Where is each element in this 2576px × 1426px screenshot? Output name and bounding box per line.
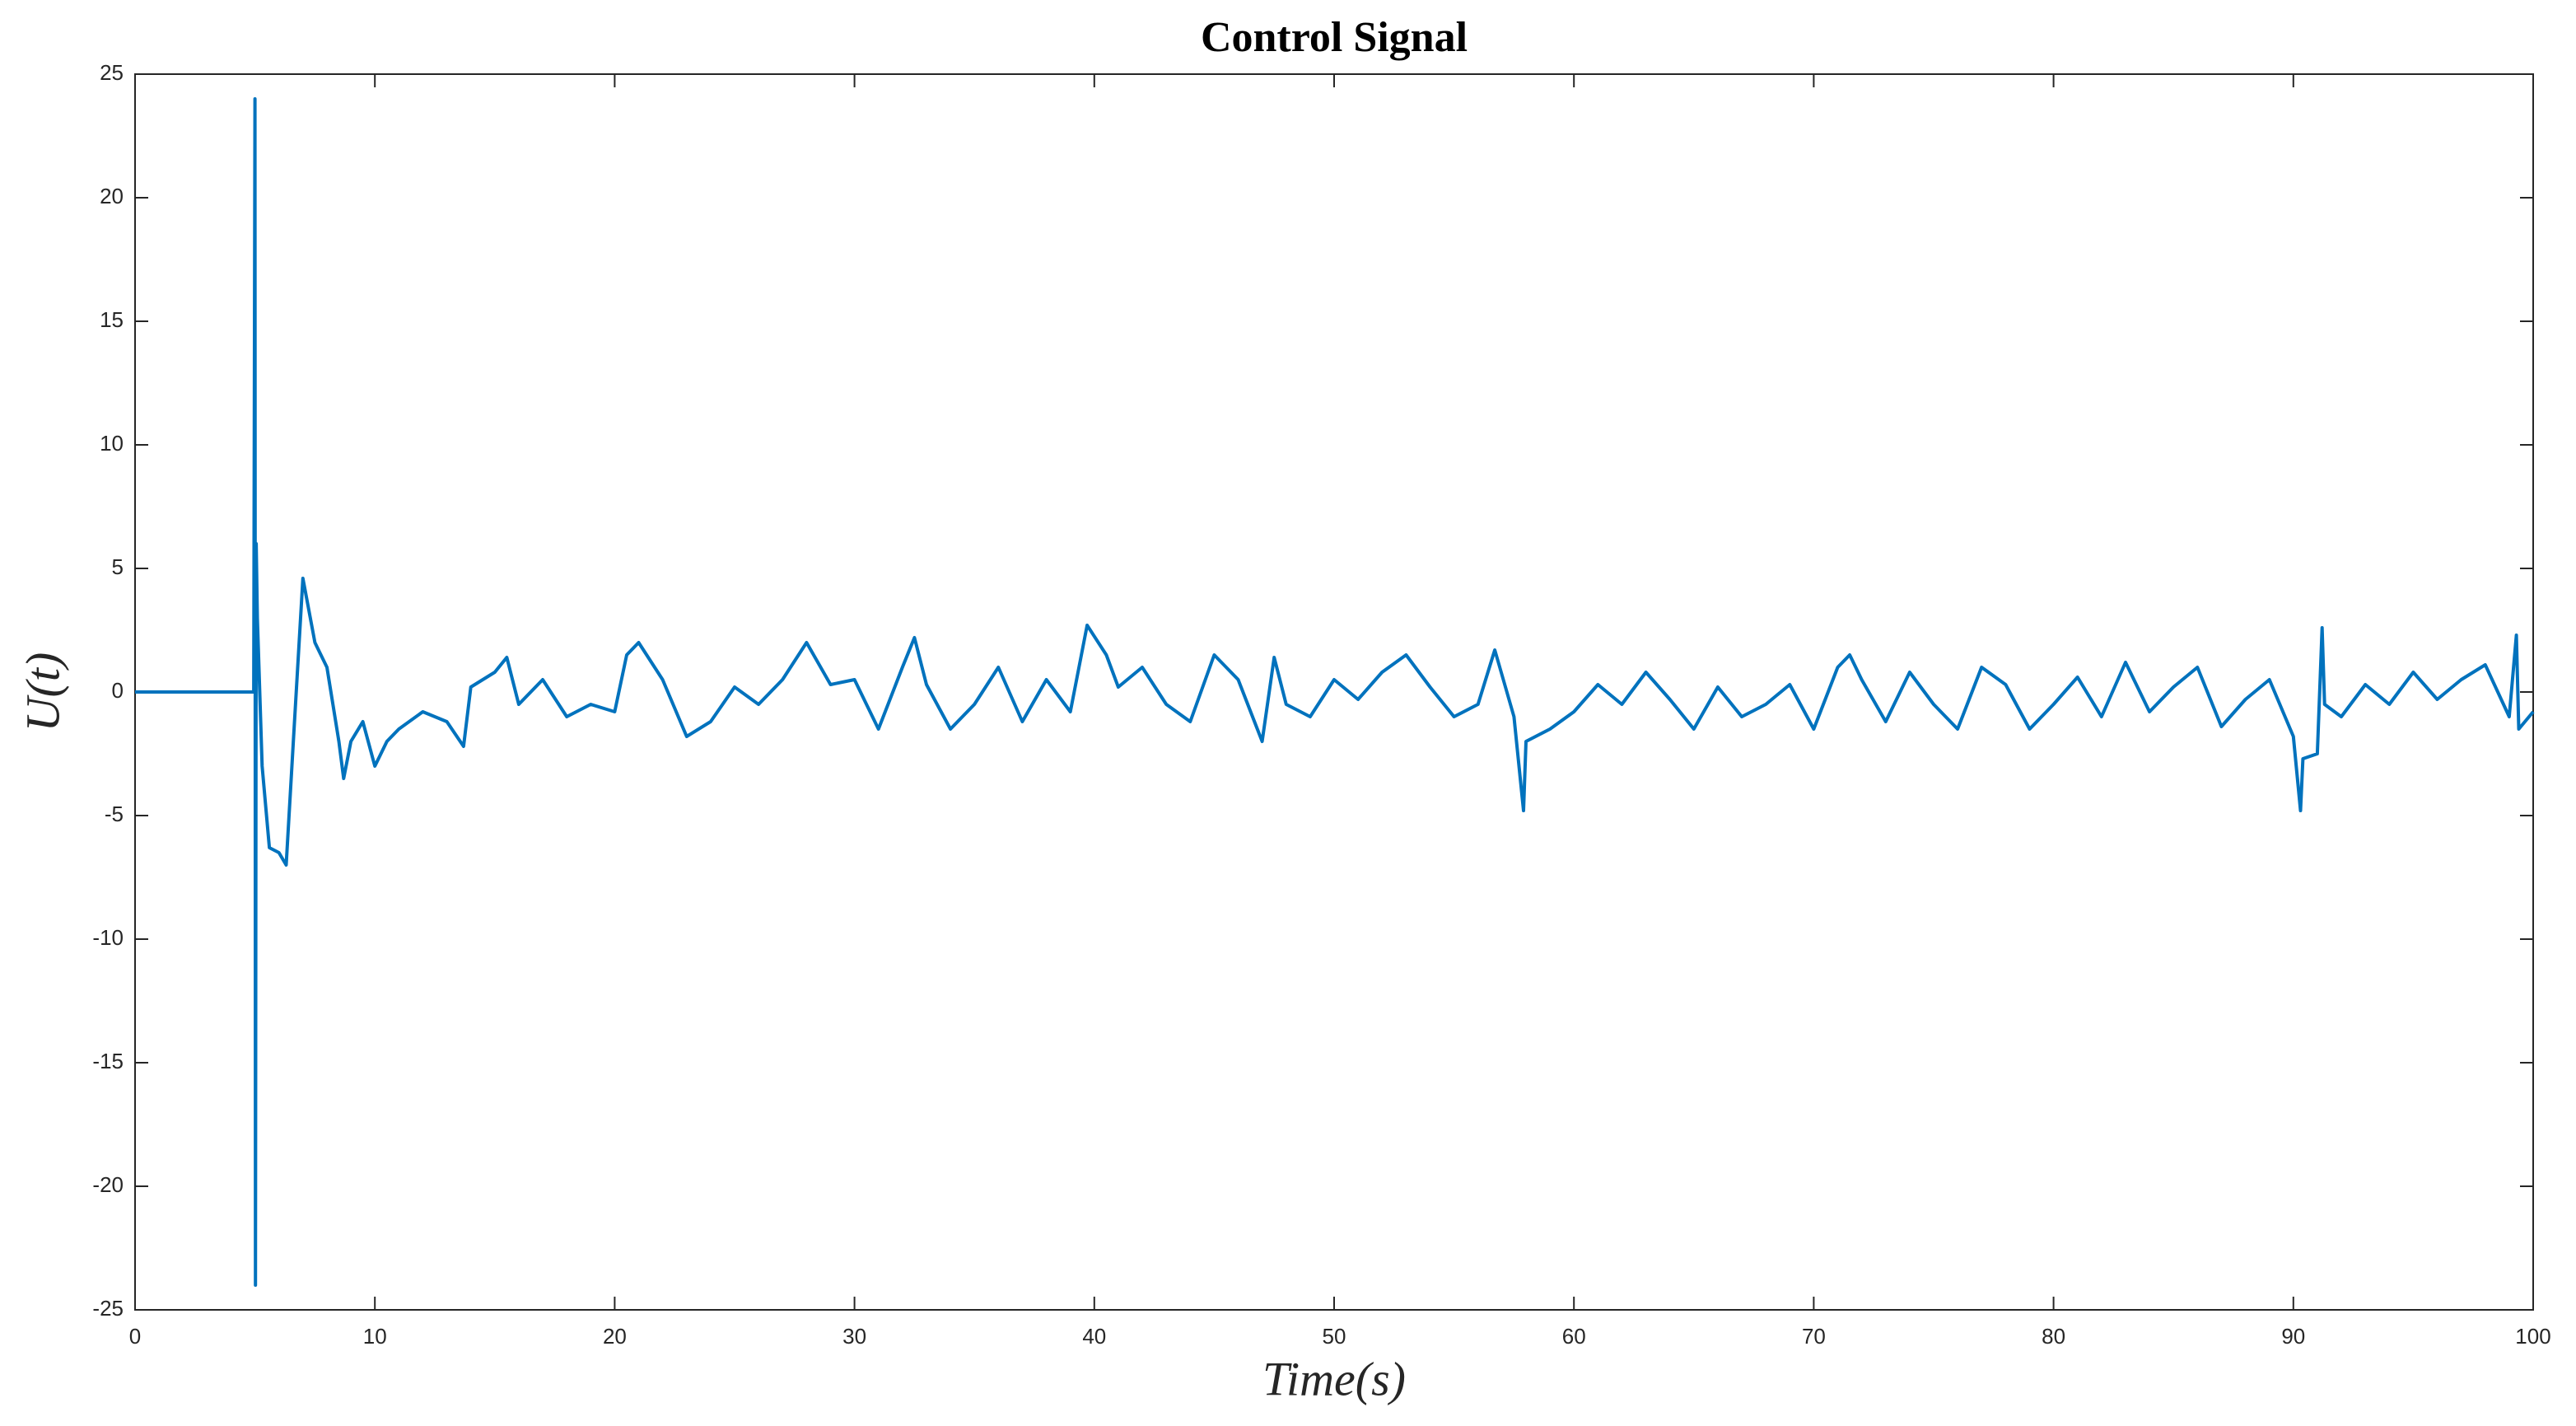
y-tick-label: 25 bbox=[100, 60, 124, 85]
x-tick-label: 80 bbox=[2042, 1324, 2065, 1349]
y-axis-label: U(t) bbox=[16, 652, 69, 732]
plot-frame bbox=[134, 73, 2534, 1311]
x-tick-label: 20 bbox=[603, 1324, 627, 1349]
x-tick-label: 0 bbox=[129, 1324, 141, 1349]
x-tick-label: 100 bbox=[2515, 1324, 2550, 1349]
x-tick-label: 90 bbox=[2281, 1324, 2305, 1349]
y-tick-label: 5 bbox=[112, 554, 124, 579]
x-tick-label: 10 bbox=[363, 1324, 387, 1349]
x-tick-label: 70 bbox=[1802, 1324, 1826, 1349]
y-tick-label: -15 bbox=[92, 1049, 124, 1073]
x-tick-label: 40 bbox=[1082, 1324, 1106, 1349]
x-tick-label: 60 bbox=[1562, 1324, 1586, 1349]
x-tick-label: 50 bbox=[1323, 1324, 1346, 1349]
y-tick-label: -5 bbox=[105, 802, 124, 826]
y-tick-label: 20 bbox=[100, 184, 124, 208]
y-tick-label: -20 bbox=[92, 1172, 124, 1197]
y-tick-label: 0 bbox=[112, 678, 124, 703]
y-tick-label: -25 bbox=[92, 1296, 124, 1321]
chart-title: Control Signal bbox=[1201, 14, 1468, 61]
series-line bbox=[135, 97, 2535, 1287]
x-tick-label: 30 bbox=[842, 1324, 866, 1349]
y-tick-label: -10 bbox=[92, 925, 124, 950]
x-axis-label: Time(s) bbox=[1262, 1352, 1406, 1405]
y-tick-label: 15 bbox=[100, 307, 124, 332]
y-tick-label: 10 bbox=[100, 431, 124, 456]
